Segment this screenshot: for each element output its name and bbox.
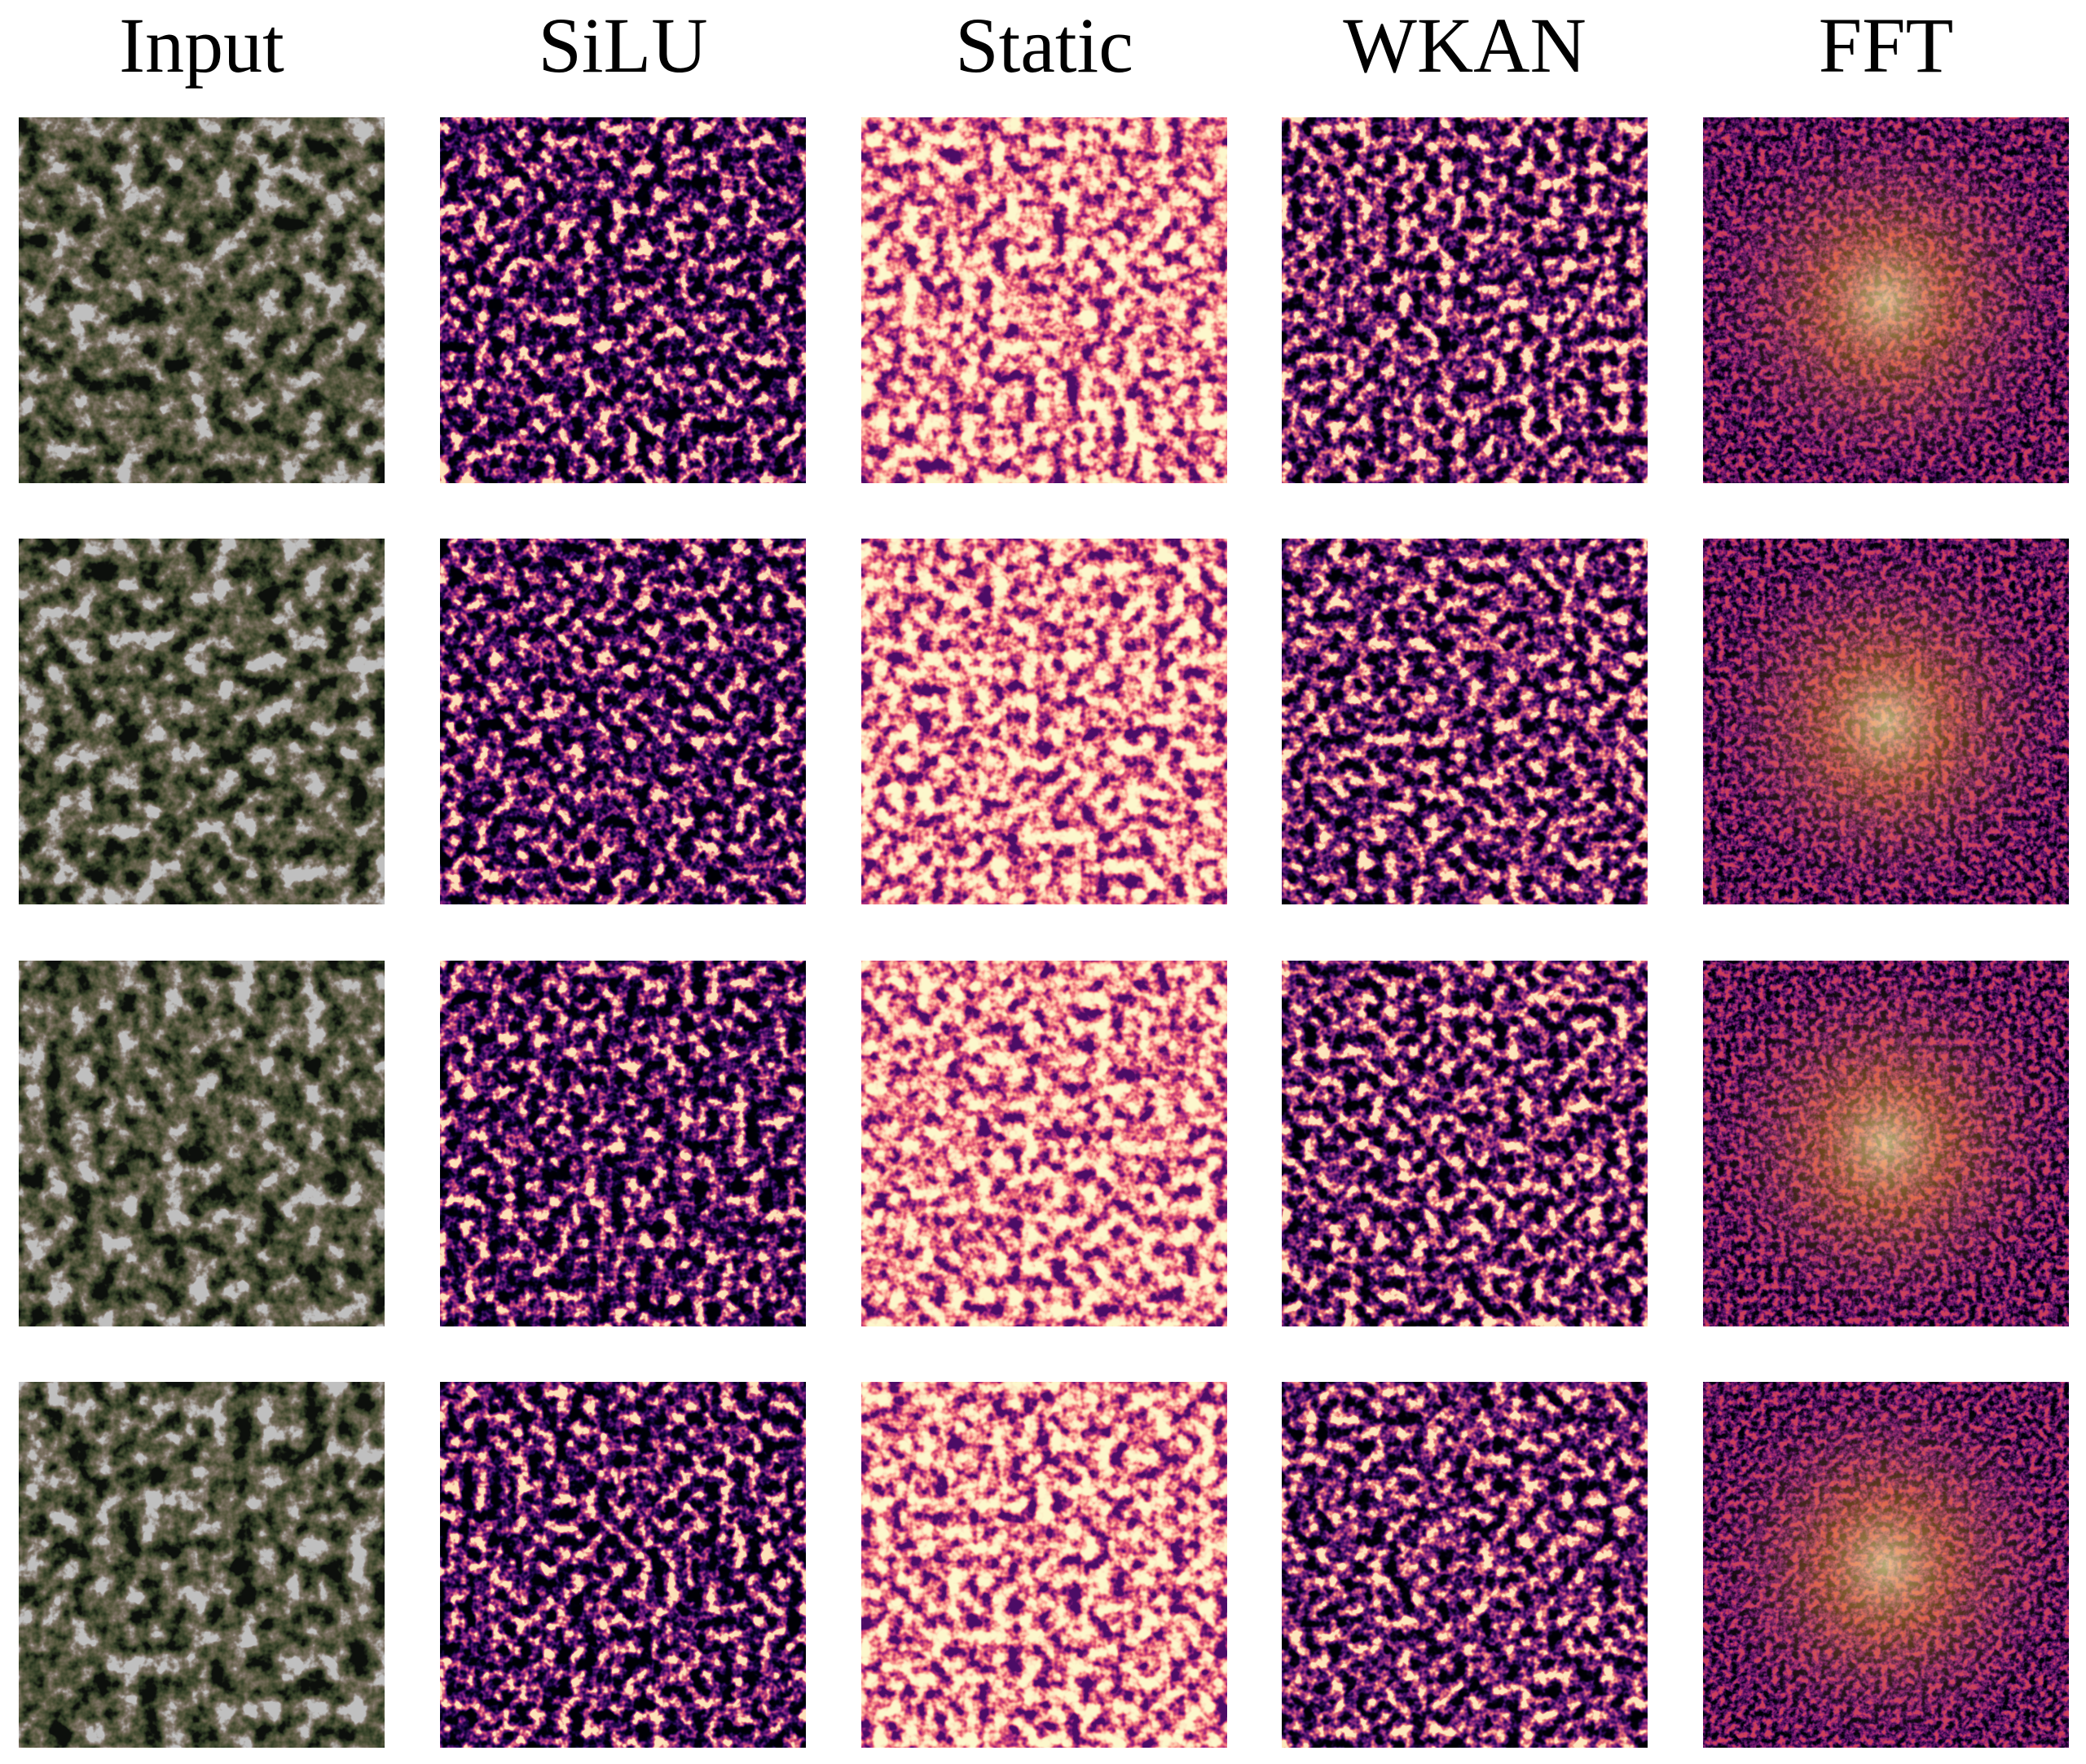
activation-map (440, 961, 806, 1326)
input-image (19, 1382, 385, 1748)
spectrum-glow (1703, 1382, 2069, 1748)
input-image (19, 117, 385, 483)
activation-map (861, 117, 1227, 483)
column-header: SiLU (538, 2, 707, 89)
activation-map (861, 539, 1227, 904)
column-header: WKAN (1343, 2, 1587, 89)
column-header: Static (955, 2, 1133, 89)
activation-map (440, 1382, 806, 1748)
activation-map (1282, 117, 1648, 483)
spectrum-glow (1703, 539, 2069, 904)
spectrum-glow (1703, 961, 2069, 1326)
column-header: FFT (1819, 2, 1953, 89)
activation-map (440, 539, 806, 904)
activation-map (861, 1382, 1227, 1748)
activation-map (1282, 1382, 1648, 1748)
input-image (19, 539, 385, 904)
activation-map (1282, 539, 1648, 904)
activation-map (440, 117, 806, 483)
spectrum-glow (1703, 117, 2069, 483)
activation-map (1282, 961, 1648, 1326)
input-image (19, 961, 385, 1326)
activation-map (861, 961, 1227, 1326)
column-header: Input (119, 2, 284, 89)
